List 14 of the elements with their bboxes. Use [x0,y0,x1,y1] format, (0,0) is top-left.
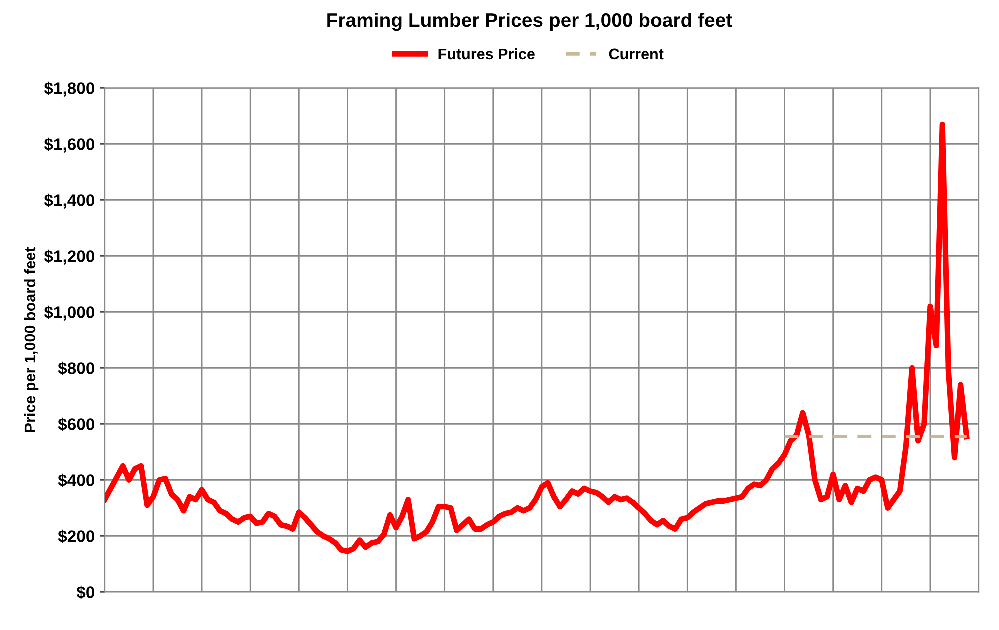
y-tick-label: $1,800 [44,82,94,97]
y-tick-label: $0 [76,586,94,600]
legend-label: Current [609,48,664,60]
chart-title: Framing Lumber Prices per 1,000 board feet [328,12,732,32]
y-tick-label: $800 [58,362,94,376]
y-tick-label: $600 [58,418,94,432]
y-tick-label: $1,000 [44,306,94,321]
legend-label: Futures Price [438,48,535,60]
y-tick-label: $400 [58,474,94,488]
y-tick-label: $1,200 [44,250,94,265]
y-tick-label: $1,600 [44,138,94,153]
y-tick-label: $200 [58,530,94,544]
y-axis-title: Price per 1,000 board feet [24,247,39,432]
y-tick-label: $1,400 [44,194,94,209]
